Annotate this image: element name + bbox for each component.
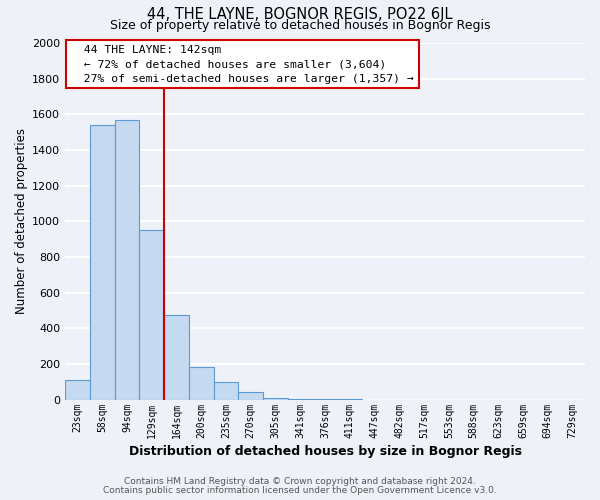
Bar: [189, 368, 214, 400]
Text: Contains HM Land Registry data © Crown copyright and database right 2024.: Contains HM Land Registry data © Crown c…: [124, 477, 476, 486]
Bar: [65, 380, 90, 400]
Text: 44, THE LAYNE, BOGNOR REGIS, PO22 6JL: 44, THE LAYNE, BOGNOR REGIS, PO22 6JL: [147, 8, 453, 22]
Bar: [238, 392, 263, 400]
Bar: [139, 230, 164, 400]
Bar: [288, 398, 313, 400]
Bar: [164, 315, 189, 400]
Text: 44 THE LAYNE: 142sqm
  ← 72% of detached houses are smaller (3,604)
  27% of sem: 44 THE LAYNE: 142sqm ← 72% of detached h…: [70, 45, 414, 84]
X-axis label: Distribution of detached houses by size in Bognor Regis: Distribution of detached houses by size …: [128, 444, 521, 458]
Y-axis label: Number of detached properties: Number of detached properties: [15, 128, 28, 314]
Bar: [90, 125, 115, 400]
Bar: [214, 382, 238, 400]
Bar: [263, 398, 288, 400]
Bar: [115, 120, 139, 400]
Text: Contains public sector information licensed under the Open Government Licence v3: Contains public sector information licen…: [103, 486, 497, 495]
Text: Size of property relative to detached houses in Bognor Regis: Size of property relative to detached ho…: [110, 18, 490, 32]
